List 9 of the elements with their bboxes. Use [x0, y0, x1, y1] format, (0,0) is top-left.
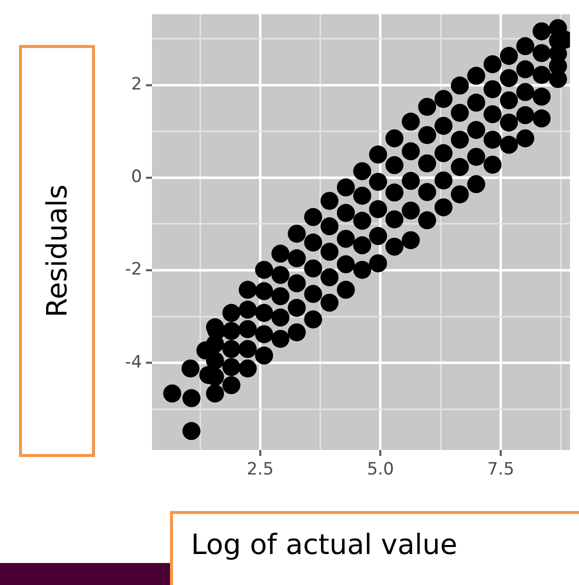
x-axis-title: Log of actual value — [170, 511, 579, 585]
x-tick-label: 7.5 — [487, 460, 514, 480]
y-tick-label: 0 — [131, 167, 142, 188]
y-tick-label: -2 — [125, 260, 142, 280]
y-axis-title: Residuals — [40, 184, 74, 318]
y-tick-label: -4 — [125, 352, 142, 372]
y-tick-label: 2 — [131, 74, 142, 94]
x-tick-label: 5.0 — [366, 460, 394, 480]
x-tick-label: 2.5 — [246, 460, 274, 480]
